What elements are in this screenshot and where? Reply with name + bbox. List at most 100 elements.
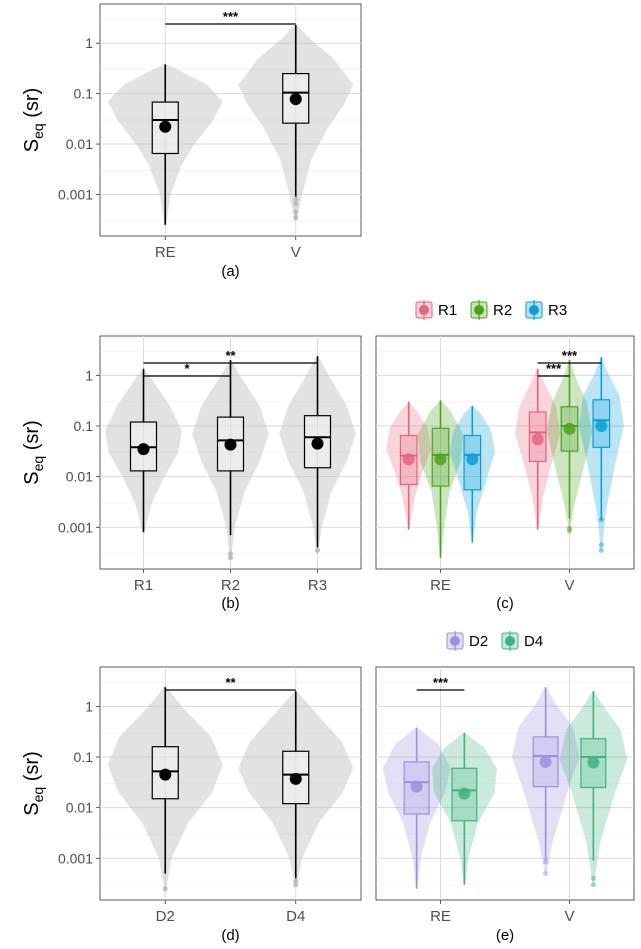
- legend-label: R3: [548, 302, 567, 319]
- outlier-point: [590, 882, 596, 888]
- x-tick-label: R3: [308, 577, 327, 594]
- x-tick-label: R2: [221, 577, 240, 594]
- outlier-point: [228, 551, 233, 557]
- y-tick-label: 1: [85, 698, 93, 714]
- mean-point: [311, 437, 324, 450]
- significance-label: ***: [223, 9, 239, 24]
- y-tick-label: 0.001: [58, 186, 93, 202]
- mean-point: [289, 93, 302, 106]
- outlier-point: [293, 201, 299, 207]
- outlier-point: [228, 555, 233, 561]
- violin-D2-RE: [382, 727, 451, 889]
- significance-label: **: [225, 675, 236, 690]
- violin-D2: [107, 687, 223, 889]
- panel-label: (d): [221, 927, 239, 944]
- legend-label: D4: [524, 633, 543, 650]
- outlier-point: [598, 547, 604, 553]
- y-tick-label: 0.1: [74, 86, 94, 102]
- x-tick-label: V: [564, 577, 574, 594]
- significance-label: *: [184, 361, 190, 376]
- significance-label: ***: [562, 348, 578, 363]
- legend: R1 R2 R3: [415, 300, 567, 320]
- mean-point: [595, 420, 608, 433]
- violin-R1-V: [515, 368, 561, 530]
- legend-item-R2: R2: [470, 300, 512, 320]
- x-tick-label: D4: [286, 908, 305, 925]
- violin-D4: [238, 691, 354, 885]
- significance-label: ***: [433, 675, 449, 690]
- violin-R3-RE: [449, 405, 495, 543]
- mean-point: [434, 453, 447, 466]
- x-tick-label: RE: [155, 244, 176, 261]
- outlier-point: [293, 882, 299, 888]
- outlier-point: [293, 196, 299, 202]
- y-tick-label: 0.01: [66, 136, 93, 152]
- legend-label: D2: [469, 633, 488, 650]
- mean-point: [159, 120, 172, 133]
- mean-point: [402, 453, 415, 466]
- mean-point: [289, 772, 302, 785]
- y-tick-label: 0.01: [66, 800, 93, 816]
- panel-label: (b): [221, 595, 239, 612]
- x-tick-label: V: [564, 908, 574, 925]
- significance-label: ***: [546, 361, 562, 376]
- mean-point: [224, 438, 237, 451]
- x-tick-label: RE: [430, 908, 451, 925]
- legend-label: R1: [438, 302, 457, 319]
- outlier-point: [590, 875, 596, 881]
- outlier-point: [293, 214, 299, 220]
- y-tick-label: 0.1: [74, 418, 94, 434]
- mean-point: [458, 787, 471, 800]
- box-V: [282, 72, 310, 124]
- y-tick-label: 0.01: [66, 469, 93, 485]
- mean-point: [137, 443, 150, 456]
- y-axis-label: Seq (sr): [21, 88, 46, 152]
- mean-point: [410, 780, 423, 793]
- violin-R2-V: [546, 360, 593, 531]
- x-tick-label: D2: [156, 908, 175, 925]
- panel-label: (c): [496, 595, 514, 612]
- mean-point: [531, 433, 544, 446]
- panel-e: RE V (e) *** D2 D4: [375, 631, 635, 944]
- legend-item-R3: R3: [525, 300, 567, 320]
- y-tick-label: 0.001: [58, 850, 93, 866]
- violin-RE: [107, 64, 223, 225]
- mean-point: [587, 756, 600, 769]
- box-D2-V: [532, 736, 559, 788]
- violin-R1-RE: [386, 401, 432, 530]
- panel-d: 0.001 0.01 0.1 1 D2 D4 (d) Seq (sr) **: [21, 666, 362, 944]
- y-tick-label: 0.1: [74, 749, 94, 765]
- y-axis-label: Seq (sr): [21, 420, 46, 484]
- legend-label: R2: [493, 302, 512, 319]
- legend-item-D2: D2: [446, 631, 488, 651]
- mean-point: [159, 768, 172, 781]
- legend-key-dot: [529, 305, 539, 315]
- panel-a: 0.001 0.01 0.1 1 RE V (a) Seq (sr) ***: [21, 3, 362, 280]
- legend-item-D4: D4: [501, 631, 543, 651]
- mean-point: [563, 422, 576, 435]
- violin-R3: [279, 356, 356, 551]
- panel-label: (a): [221, 263, 239, 280]
- mean-point: [466, 453, 479, 466]
- y-tick-label: 1: [85, 35, 93, 51]
- violin-R2: [192, 360, 269, 558]
- outlier-point: [598, 517, 604, 523]
- x-tick-label: R1: [134, 577, 153, 594]
- legend: D2 D4: [446, 631, 543, 651]
- outlier-point: [598, 542, 604, 548]
- y-axis-label: Seq (sr): [21, 751, 46, 815]
- significance-label: **: [225, 348, 236, 363]
- outlier-point: [162, 886, 168, 892]
- mean-point: [539, 755, 552, 768]
- legend-key-dot: [419, 305, 429, 315]
- outlier-point: [543, 859, 549, 865]
- violin-D4-RE: [431, 732, 497, 885]
- legend-item-R1: R1: [415, 300, 457, 320]
- y-tick-label: 0.001: [58, 519, 93, 535]
- outlier-point: [567, 528, 572, 534]
- panel-label: (e): [496, 927, 514, 944]
- outlier-point: [543, 871, 549, 877]
- legend-key-dot: [450, 636, 460, 646]
